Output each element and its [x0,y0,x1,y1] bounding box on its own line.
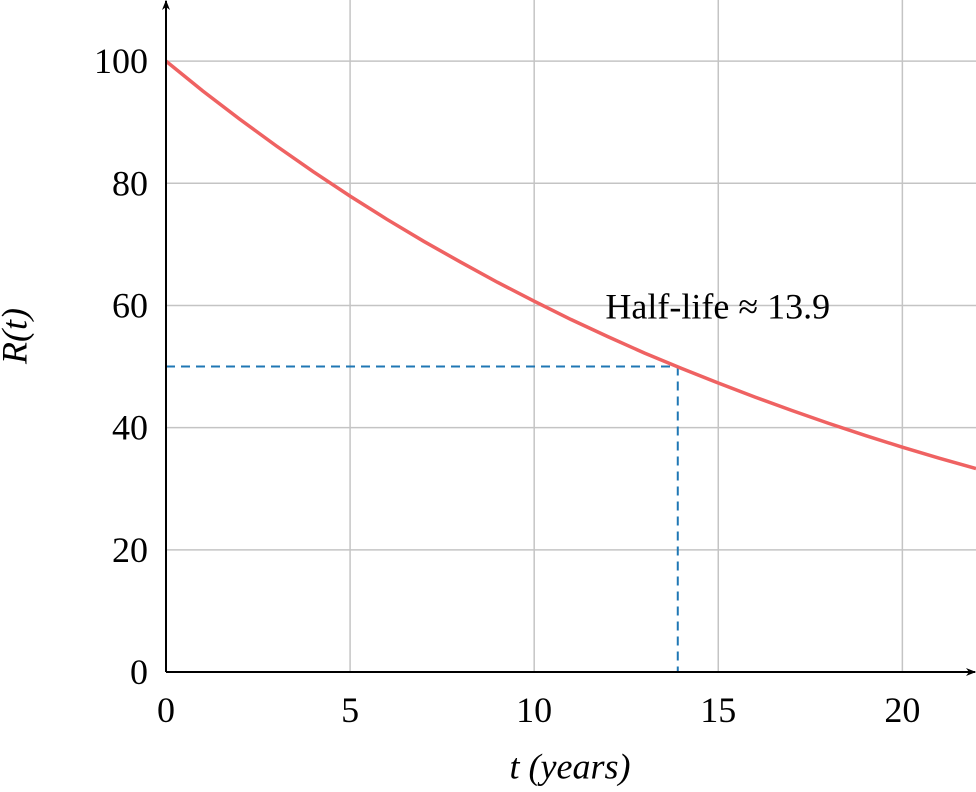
y-tick-label: 100 [94,41,148,81]
x-tick-label: 5 [341,690,359,730]
line-series [164,59,976,471]
x-tick-label: 20 [884,690,920,730]
y-tick-label: 20 [112,530,148,570]
y-tick-label: 0 [130,652,148,692]
x-axis-label: t (years) [510,746,631,786]
annotation: Half-life ≈ 13.9 [605,287,830,327]
y-tick-label: 60 [112,285,148,325]
y-tick-label: 80 [112,163,148,203]
y-tick-label: 40 [112,408,148,448]
x-tick-label: 15 [700,690,736,730]
y-axis-label: R(t) [0,308,34,365]
x-tick-label: 0 [157,690,175,730]
x-tick-label: 10 [516,690,552,730]
